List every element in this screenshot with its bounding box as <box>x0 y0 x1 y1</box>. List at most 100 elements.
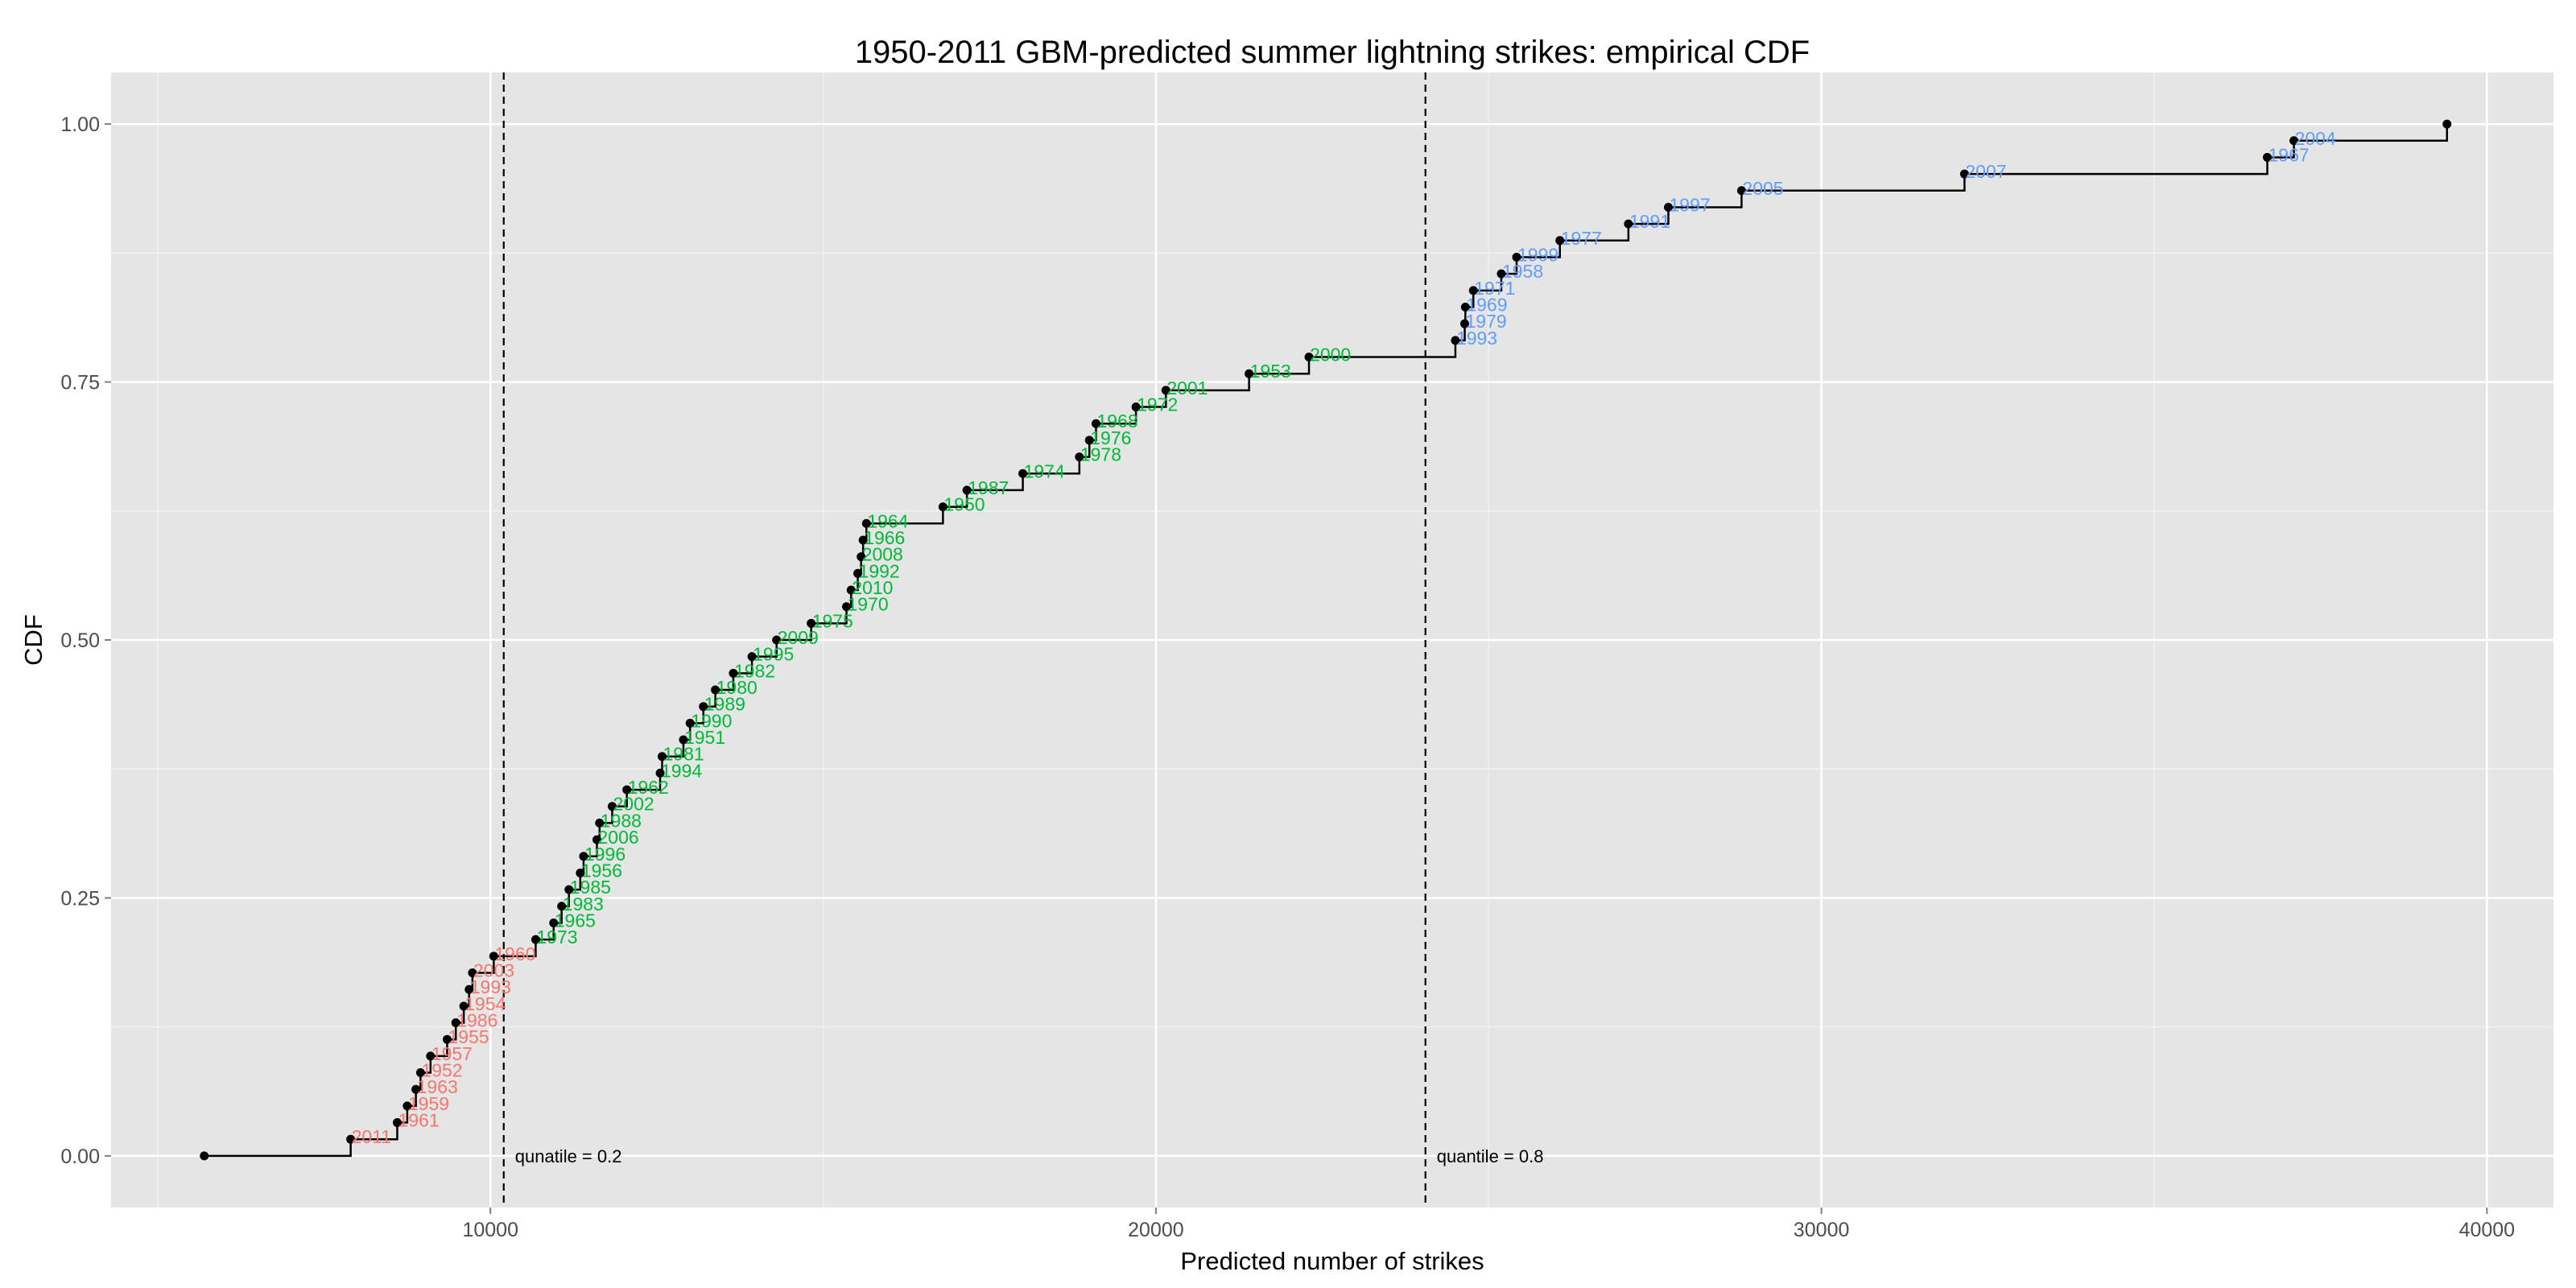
data-point <box>1131 402 1141 412</box>
data-point <box>655 768 665 778</box>
point-year-label: 1952 <box>421 1060 462 1081</box>
point-year-label: 1967 <box>2268 144 2310 165</box>
point-year-label: 1995 <box>753 644 794 665</box>
point-year-label: 1951 <box>684 727 725 748</box>
data-point <box>464 985 474 994</box>
point-year-label: 1966 <box>864 527 905 548</box>
data-point <box>1736 186 1746 196</box>
point-year-label: 1991 <box>1629 211 1670 232</box>
y-axis-title: CDF <box>19 614 47 666</box>
data-point <box>699 702 708 712</box>
point-year-label: 2005 <box>1742 178 1783 199</box>
data-point <box>679 735 688 745</box>
point-year-label: 2000 <box>1310 345 1351 365</box>
point-year-label: 1989 <box>704 694 745 715</box>
data-point <box>579 852 588 861</box>
data-point <box>1512 252 1521 262</box>
y-tick-label: 0.25 <box>60 887 100 910</box>
data-point <box>853 568 863 578</box>
data-point <box>1304 353 1314 362</box>
point-year-label: 1975 <box>812 610 853 631</box>
point-year-label: 1979 <box>1466 311 1507 332</box>
data-point <box>564 885 574 894</box>
point-year-label: 1992 <box>859 560 900 581</box>
point-year-label: 2009 <box>778 627 819 648</box>
data-point <box>622 785 632 795</box>
point-year-label: 2006 <box>597 827 638 848</box>
quantile-lines: qunatile = 0.2 quantile = 0.8 <box>502 72 1544 1208</box>
data-point <box>1451 336 1460 345</box>
point-year-label: 1981 <box>663 744 704 765</box>
data-point <box>857 552 866 562</box>
data-point <box>1460 303 1470 312</box>
data-point <box>2289 136 2299 146</box>
data-point <box>415 1068 425 1078</box>
point-year-label: 1988 <box>601 810 642 831</box>
point-year-label: 1958 <box>1502 261 1543 282</box>
point-year-label: 1965 <box>555 910 596 931</box>
y-tick-label: 0.75 <box>60 372 100 394</box>
point-year-label: 1978 <box>1080 444 1121 465</box>
data-point <box>346 1134 356 1144</box>
data-point <box>1245 369 1254 378</box>
data-point <box>426 1051 436 1061</box>
point-year-label: 1969 <box>1466 295 1507 316</box>
point-year-label: 1986 <box>456 1010 497 1031</box>
quantile-label: quantile = 0.8 <box>1437 1146 1544 1166</box>
data-point <box>858 535 868 545</box>
data-point <box>1018 469 1028 478</box>
data-point <box>549 918 559 927</box>
data-point <box>846 585 856 595</box>
point-year-label: 1950 <box>943 494 985 515</box>
data-point <box>459 1001 469 1011</box>
data-point <box>1468 286 1478 295</box>
grid-major <box>111 72 2553 1208</box>
point-year-label: 1996 <box>584 844 625 865</box>
point-year-label: 1999 <box>1517 244 1558 265</box>
point-year-label: 2003 <box>473 960 514 980</box>
data-point <box>1460 319 1470 328</box>
data-point <box>595 818 605 828</box>
data-point <box>200 1151 209 1161</box>
point-year-label: 1957 <box>431 1043 473 1064</box>
data-point <box>1663 202 1673 212</box>
point-year-label: 2002 <box>613 794 654 815</box>
data-point <box>1092 419 1101 428</box>
point-year-label: 1970 <box>848 594 889 615</box>
point-year-label: 2007 <box>1965 161 2006 182</box>
point-year-label: 1953 <box>1250 361 1291 382</box>
point-year-label: 1959 <box>408 1093 449 1114</box>
data-point <box>938 502 947 512</box>
point-year-label: 2001 <box>1166 378 1208 398</box>
point-year-label: 1974 <box>1024 460 1065 481</box>
x-axis-title: Predicted number of strikes <box>1180 1247 1484 1275</box>
data-point <box>1161 386 1170 395</box>
data-point <box>411 1084 421 1094</box>
y-axis-ticks: 0.00 0.25 0.50 0.75 1.00 <box>60 114 111 1168</box>
y-tick-label: 0.00 <box>60 1146 100 1168</box>
x-tick-label: 10000 <box>462 1219 518 1241</box>
y-tick-label: 1.00 <box>60 114 100 136</box>
data-point <box>392 1118 402 1128</box>
point-year-label: 2011 <box>352 1126 391 1147</box>
data-point <box>1496 269 1506 279</box>
y-tick-label: 0.50 <box>60 630 100 652</box>
x-tick-label: 40000 <box>2459 1219 2516 1241</box>
data-point <box>1555 236 1565 246</box>
point-year-label: 1985 <box>570 877 611 898</box>
data-points <box>200 119 2452 1161</box>
point-year-label: 1987 <box>968 477 1009 498</box>
data-point <box>772 635 782 645</box>
data-point <box>402 1101 412 1111</box>
point-year-label: 1964 <box>867 510 908 531</box>
point-year-label: 1980 <box>716 677 758 698</box>
point-year-label: 1968 <box>1097 411 1138 431</box>
point-year-label: 1971 <box>1474 278 1515 299</box>
point-year-label: 2004 <box>2295 128 2336 149</box>
data-point <box>451 1018 460 1028</box>
data-point <box>747 652 757 662</box>
data-point <box>608 802 617 811</box>
x-tick-label: 30000 <box>1794 1219 1850 1241</box>
point-year-label: 1960 <box>494 943 535 964</box>
